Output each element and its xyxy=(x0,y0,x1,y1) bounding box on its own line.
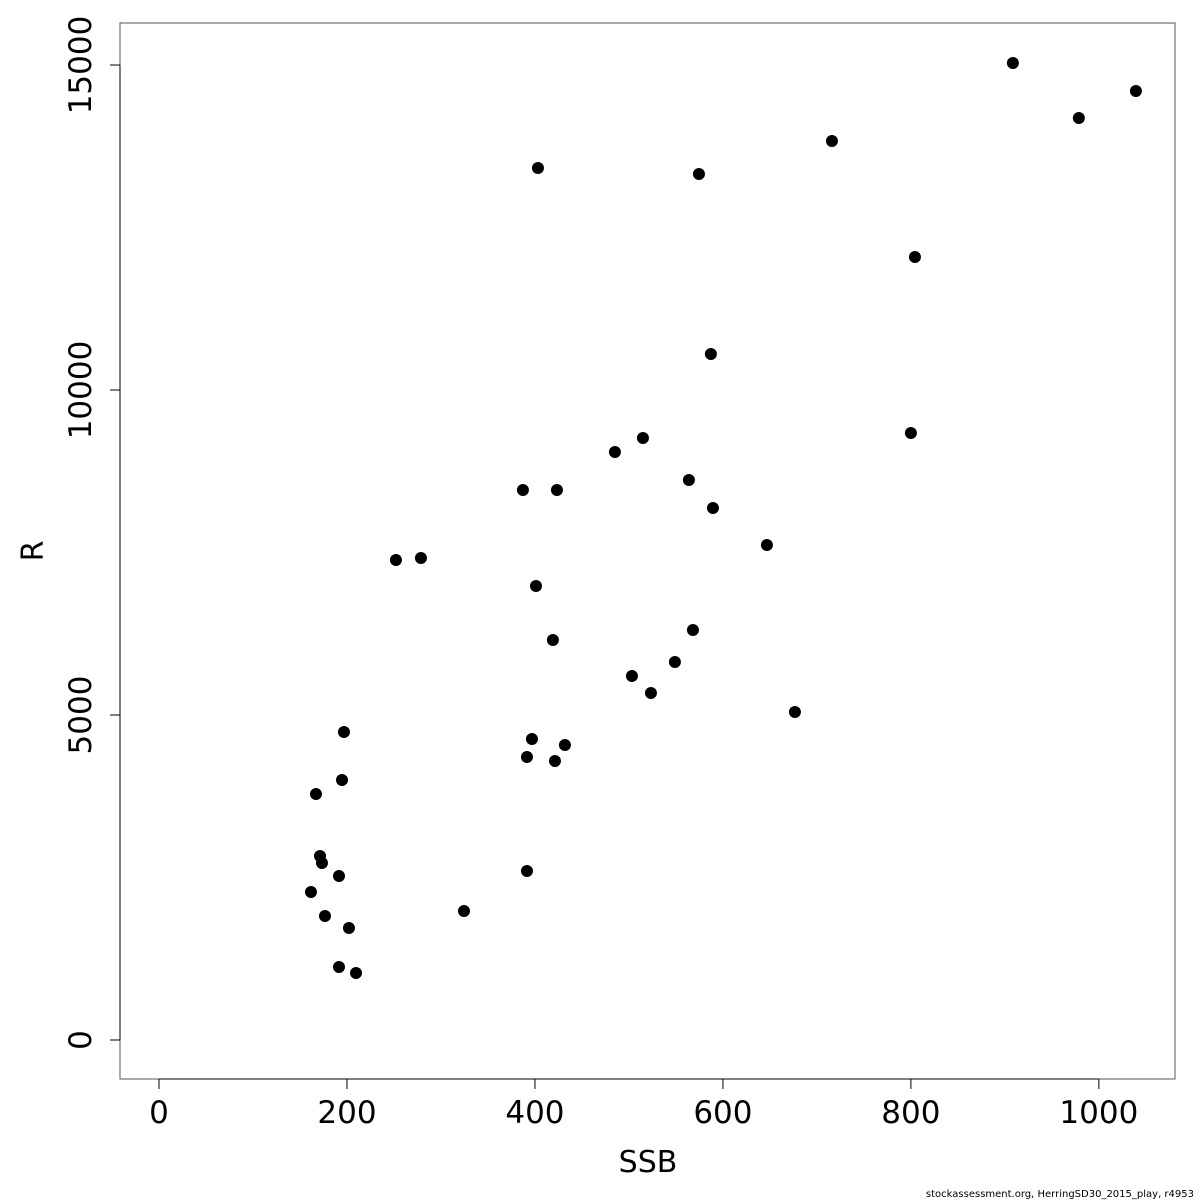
point xyxy=(644,687,657,700)
point xyxy=(350,966,363,979)
point xyxy=(904,427,917,440)
point xyxy=(318,909,331,922)
point xyxy=(332,870,345,883)
x-tick-label: 0 xyxy=(149,1095,169,1131)
point xyxy=(1129,84,1142,97)
point xyxy=(625,669,638,682)
point xyxy=(520,864,533,877)
x-tick-label: 400 xyxy=(505,1095,564,1131)
point xyxy=(608,446,621,459)
point xyxy=(309,787,322,800)
point xyxy=(558,739,571,752)
point xyxy=(529,579,542,592)
y-tick-label: 10000 xyxy=(63,341,99,440)
point xyxy=(315,857,328,870)
x-tick-label: 600 xyxy=(693,1095,752,1131)
footnote: stockassessment.org, HerringSD30_2015_pl… xyxy=(926,1189,1194,1200)
y-tick-label: 0 xyxy=(63,1030,99,1050)
point xyxy=(636,431,649,444)
point xyxy=(546,633,559,646)
point xyxy=(686,623,699,636)
y-axis-label: R xyxy=(16,541,51,562)
x-tick-label: 800 xyxy=(881,1095,940,1131)
point xyxy=(389,553,402,566)
x-tick-label: 1000 xyxy=(1059,1095,1138,1131)
point xyxy=(668,656,681,669)
point xyxy=(531,162,544,175)
y-tick-label: 5000 xyxy=(63,676,99,755)
point xyxy=(706,501,719,514)
point xyxy=(516,483,529,496)
point xyxy=(760,539,773,552)
x-axis-label: SSB xyxy=(619,1145,678,1180)
point xyxy=(335,773,348,786)
point xyxy=(1072,111,1085,124)
point xyxy=(908,251,921,264)
point xyxy=(414,552,427,565)
point xyxy=(704,347,717,360)
x-tick-label: 200 xyxy=(317,1095,376,1131)
point xyxy=(550,483,563,496)
plot-frame xyxy=(119,22,1176,1080)
point xyxy=(332,961,345,974)
point xyxy=(342,922,355,935)
point xyxy=(337,726,350,739)
point xyxy=(520,750,533,763)
point xyxy=(788,706,801,719)
point xyxy=(304,885,317,898)
y-tick-label: 15000 xyxy=(63,16,99,115)
point xyxy=(692,167,705,180)
point xyxy=(457,904,470,917)
point xyxy=(525,732,538,745)
point xyxy=(548,755,561,768)
point xyxy=(1006,56,1019,69)
point xyxy=(682,474,695,487)
point xyxy=(825,134,838,147)
